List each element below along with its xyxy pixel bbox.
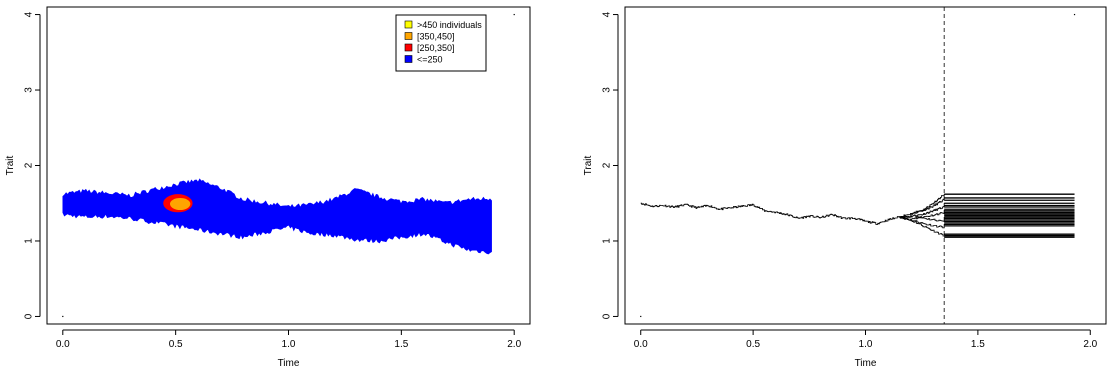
x-tick-label: 0.5 (169, 339, 183, 350)
x-tick-label: 1.0 (282, 339, 296, 350)
density-band (62, 178, 492, 255)
plot-area (640, 7, 1076, 324)
lineage-branch (899, 216, 945, 237)
lineage-branch (899, 198, 945, 218)
density-hot-spot (427, 214, 439, 229)
x-tick-label: 0.0 (634, 339, 648, 350)
y-tick-label: 1 (602, 238, 613, 244)
density-hot-spot (405, 213, 429, 234)
lineage-branch (899, 216, 945, 229)
y-tick-label: 4 (602, 11, 613, 17)
x-tick-label: 1.0 (859, 339, 873, 350)
y-tick-label: 3 (602, 87, 613, 93)
x-tick-label: 0.0 (56, 339, 70, 350)
legend: >450 individuals [350,450][250,350] <=250 (395, 14, 487, 72)
density-hot-spot (234, 204, 244, 217)
legend-label: [350,450] (417, 32, 455, 42)
legend-swatch (404, 43, 413, 52)
x-tick-label: 1.5 (971, 339, 985, 350)
stray-point (640, 315, 642, 318)
stray-point (62, 315, 64, 318)
plot-frame (624, 6, 1107, 325)
plot-frame (46, 6, 531, 325)
axes: 0.0 0.5 1.0 1.5 2.0 Time 0 1 2 3 4 Trait (5, 6, 531, 369)
legend-swatch (404, 55, 413, 63)
lineage-trunk (640, 202, 900, 225)
x-axis-title: Time (855, 358, 877, 369)
x-axis-title: Time (278, 358, 300, 369)
y-tick-label: 0 (602, 313, 613, 319)
y-tick-label: 2 (24, 162, 35, 168)
y-tick-label: 3 (24, 87, 35, 93)
plot-area (62, 13, 515, 318)
right-panel: 0.0 0.5 1.0 1.5 2.0 Time 0 1 2 3 4 Trait (583, 6, 1107, 369)
y-axis-title: Trait (5, 155, 16, 175)
legend-label: <=250 (417, 55, 443, 65)
legend-item: <=250 (404, 55, 443, 65)
density-hot-spot (215, 199, 231, 218)
legend-label: [250,350] (417, 43, 455, 53)
x-tick-label: 1.5 (394, 339, 408, 350)
density-hot-spot (170, 197, 191, 211)
lineage-branch (910, 194, 945, 215)
y-axis-title: Trait (583, 155, 594, 175)
stray-point (513, 13, 515, 16)
x-tick-label: 2.0 (1083, 339, 1097, 350)
density-hot-spot (63, 196, 76, 212)
legend-item: [350,450] (404, 32, 455, 42)
legend-swatch (404, 32, 413, 40)
axes: 0.0 0.5 1.0 1.5 2.0 Time 0 1 2 3 4 Trait (583, 6, 1107, 369)
stray-point (1073, 13, 1076, 16)
lineage-branch (914, 215, 945, 222)
density-hot-spot (365, 210, 370, 223)
x-tick-label: 0.5 (746, 339, 760, 350)
y-tick-label: 2 (602, 162, 613, 168)
y-tick-label: 4 (24, 11, 35, 17)
legend-item: [250,350] (404, 43, 455, 53)
density-hot-spot (139, 200, 158, 217)
x-tick-label: 2.0 (507, 339, 521, 350)
y-tick-label: 0 (24, 313, 35, 319)
lineage-branch (899, 206, 945, 219)
legend-swatch (404, 20, 413, 29)
legend-item: >450 individuals (404, 20, 482, 30)
legend-label: >450 individuals (417, 20, 482, 30)
left-panel: 0.0 0.5 1.0 1.5 2.0 Time 0 1 2 3 4 Trait >450 indivi… (5, 6, 531, 369)
y-tick-label: 1 (24, 238, 35, 244)
